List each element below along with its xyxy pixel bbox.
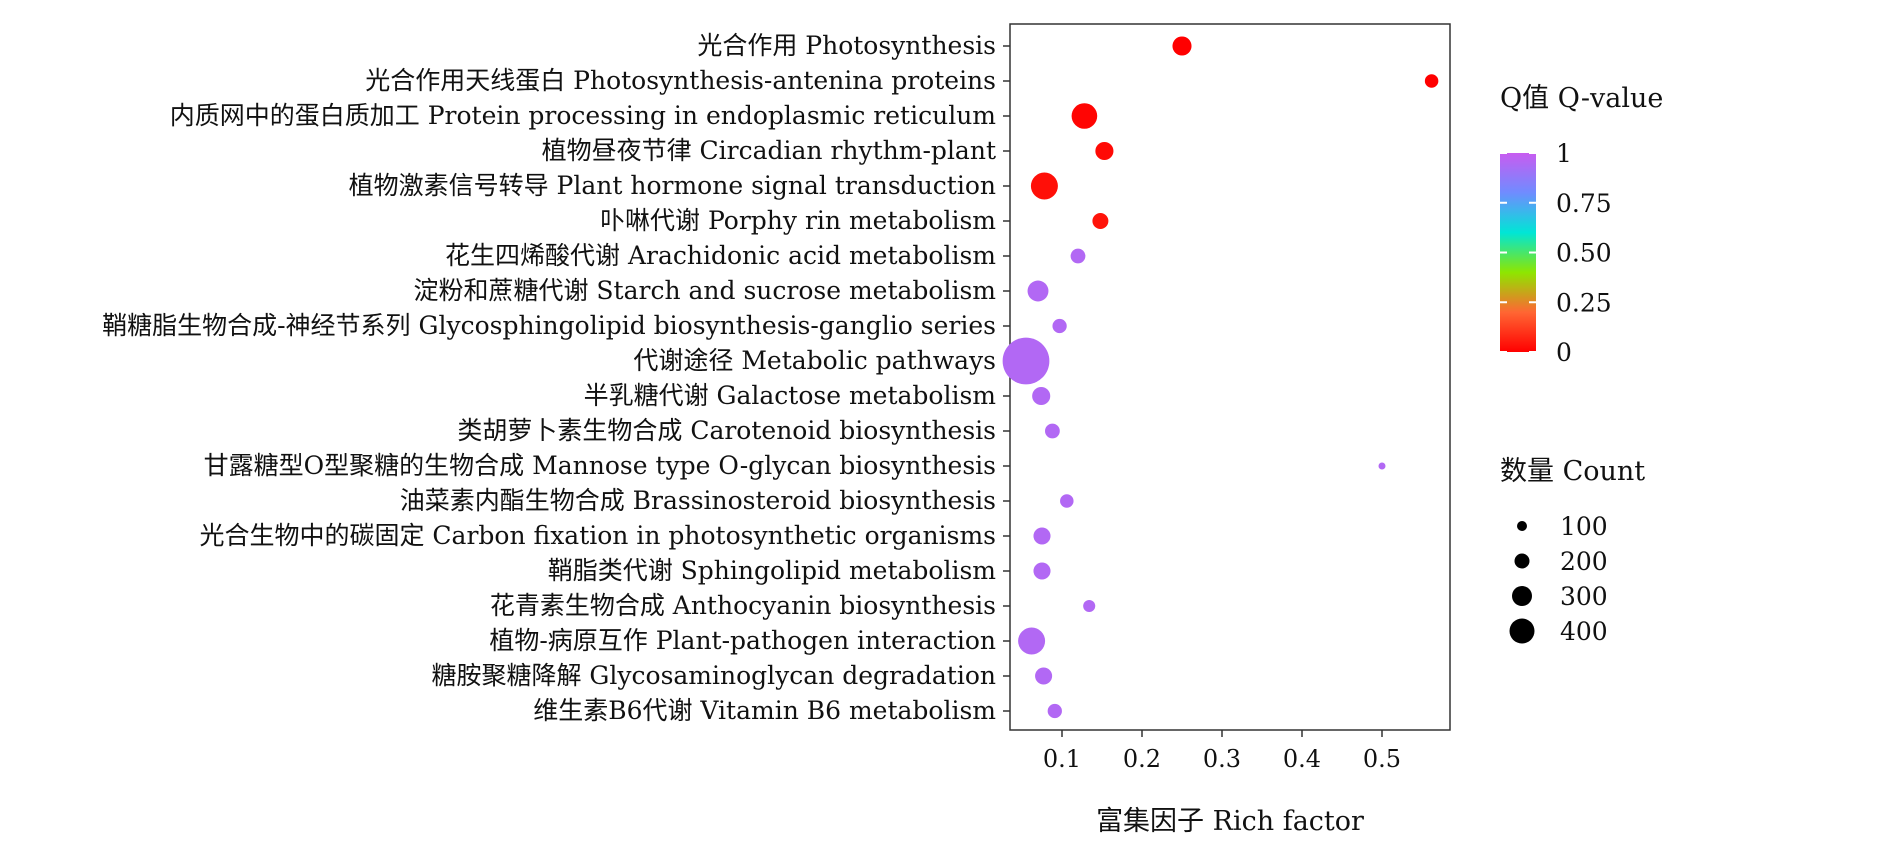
data-point [1035,667,1053,685]
x-tick-label: 0.5 [1363,745,1401,773]
q-value-tick-label: 1 [1556,139,1572,168]
data-point [1070,248,1086,264]
q-value-legend-ticks: 1 0.75 0.50 0.25 0 [1500,139,1612,367]
count-legend: 数量 Count 100 200 300 400 [1500,456,1645,646]
q-value-tick-label: 0.25 [1556,288,1612,317]
data-point [1018,627,1046,655]
category-label: 光合生物中的碳固定 Carbon fixation in photosynthe… [199,521,996,550]
category-label: 卟啉代谢 Porphy rin metabolism [600,206,996,235]
count-legend-dot [1517,521,1527,531]
count-legend-label: 400 [1560,617,1608,646]
data-point [1047,703,1062,719]
data-point [1052,318,1067,334]
data-point [1030,172,1058,200]
category-label: 光合作用天线蛋白 Photosynthesis-antenina protein… [365,66,996,95]
category-label: 类胡萝卜素生物合成 Carotenoid biosynthesis [457,416,996,445]
category-labels: 光合作用 Photosynthesis 光合作用天线蛋白 Photosynthes… [102,31,996,725]
category-label: 淀粉和蔗糖代谢 Starch and sucrose metabolism [413,276,996,305]
data-point [1092,213,1109,229]
data-point [1095,141,1114,161]
count-legend-items: 100 200 300 400 [1509,512,1608,646]
count-legend-label: 100 [1560,512,1608,541]
category-label: 内质网中的蛋白质加工 Protein processing in endopla… [170,101,997,130]
data-point [1083,599,1096,613]
data-point [1033,562,1051,580]
data-point [1027,280,1049,302]
x-tick-label: 0.3 [1203,745,1241,773]
x-tick-label: 0.1 [1043,745,1081,773]
q-value-legend: Q值 Q-value 1 0.75 0.50 0.25 0 [1500,83,1663,367]
category-label: 花生四烯酸代谢 Arachidonic acid metabolism [445,241,996,270]
x-axis-title: 富集因子 Rich factor [1096,806,1364,837]
category-label: 糖胺聚糖降解 Glycosaminoglycan degradation [431,661,996,690]
category-label: 植物激素信号转导 Plant hormone signal transducti… [349,171,996,200]
category-label: 代谢途径 Metabolic pathways [633,346,996,375]
data-point [1002,337,1050,385]
data-point [1424,74,1439,88]
category-label: 甘露糖型O型聚糖的生物合成 Mannose type O-glycan bios… [204,451,996,480]
data-points [1002,36,1439,719]
count-legend-title: 数量 Count [1500,456,1645,487]
count-legend-dot [1514,553,1530,569]
category-label: 花青素生物合成 Anthocyanin biosynthesis [490,591,996,620]
q-value-tick-label: 0.50 [1556,239,1612,268]
data-point [1378,462,1386,470]
q-value-tick-label: 0.75 [1556,189,1612,218]
category-label: 鞘脂类代谢 Sphingolipid metabolism [548,556,997,585]
category-label: 维生素B6代谢 Vitamin B6 metabolism [533,696,996,725]
data-point [1172,36,1192,56]
count-legend-dot [1512,586,1532,606]
count-legend-label: 200 [1560,547,1608,576]
data-point [1033,527,1051,545]
q-value-legend-title: Q值 Q-value [1500,83,1663,114]
category-label: 光合作用 Photosynthesis [697,31,996,60]
x-tick-label: 0.4 [1283,745,1321,773]
count-legend-dot [1509,618,1535,644]
data-point [1032,386,1051,406]
data-point [1060,494,1074,508]
x-tick-label: 0.2 [1123,745,1161,773]
category-label: 植物昼夜节律 Circadian rhythm-plant [542,136,996,165]
category-label: 鞘糖脂生物合成-神经节系列 Glycosphingolipid biosynth… [102,311,996,340]
q-value-tick-label: 0 [1556,338,1572,367]
plot-frame [1009,23,1451,731]
category-label: 半乳糖代谢 Galactose metabolism [584,381,997,410]
x-axis-ticks: 0.1 0.2 0.3 0.4 0.5 [1043,730,1401,773]
count-legend-label: 300 [1560,582,1608,611]
data-point [1045,423,1060,439]
data-point [1071,103,1098,129]
category-label: 油菜素内酯生物合成 Brassinosteroid biosynthesis [400,486,996,515]
y-tick-marks [1003,45,1010,712]
category-label: 植物-病原互作 Plant-pathogen interaction [489,626,996,655]
